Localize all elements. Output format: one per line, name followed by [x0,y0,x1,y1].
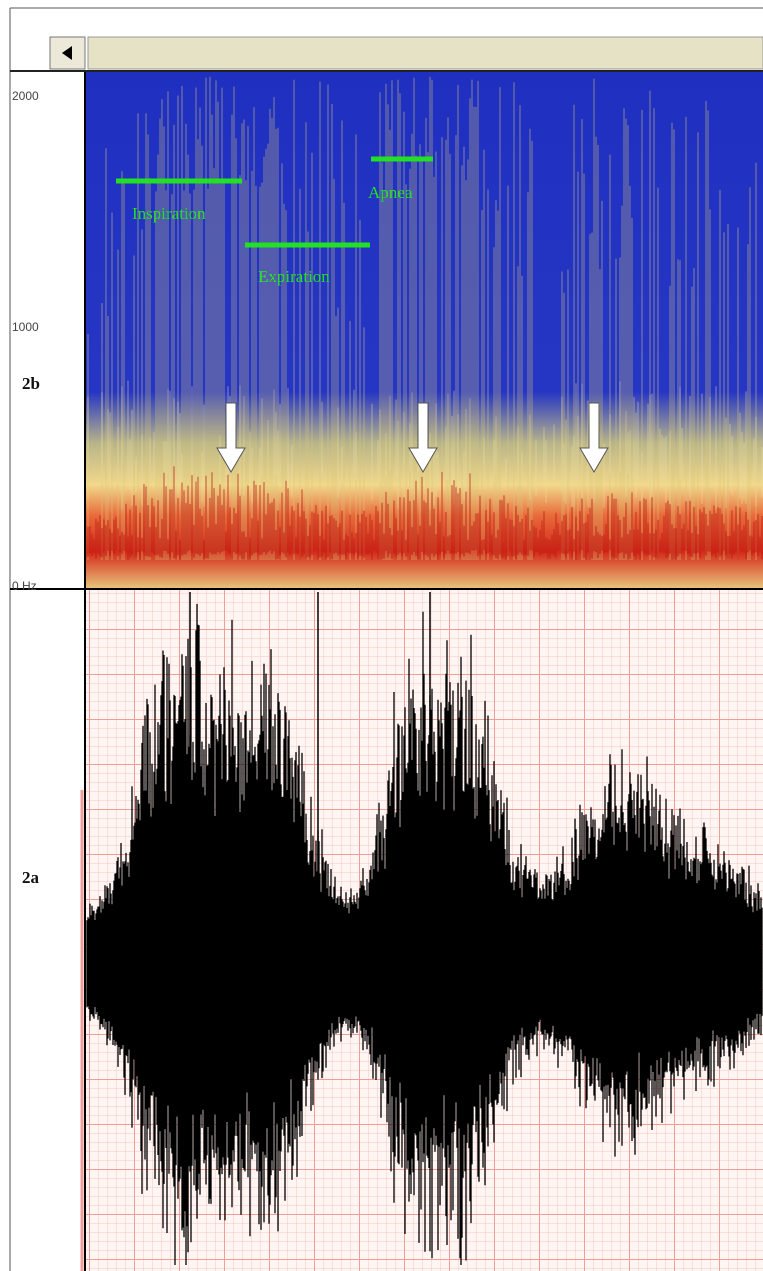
arrow [216,402,246,473]
axis-label: 2000 [12,89,39,103]
spectrogram [86,72,763,588]
arrow [408,402,438,473]
axis-label: 0 Hz [12,579,37,593]
panel-label: 2a [22,868,40,887]
axis-label: 1000 [12,320,39,334]
panel-label: 2b [22,374,40,393]
annotation: Expiration [258,267,330,286]
annotation: Apnea [368,183,413,202]
annotation: Inspiration [132,204,206,223]
arrow [579,402,609,473]
scroll-track[interactable] [87,36,763,70]
arrows [216,402,609,473]
waveform-trace [86,603,763,1265]
spectral-energy [87,466,763,560]
waveform [86,592,763,1265]
scroll-arrow [62,46,72,60]
